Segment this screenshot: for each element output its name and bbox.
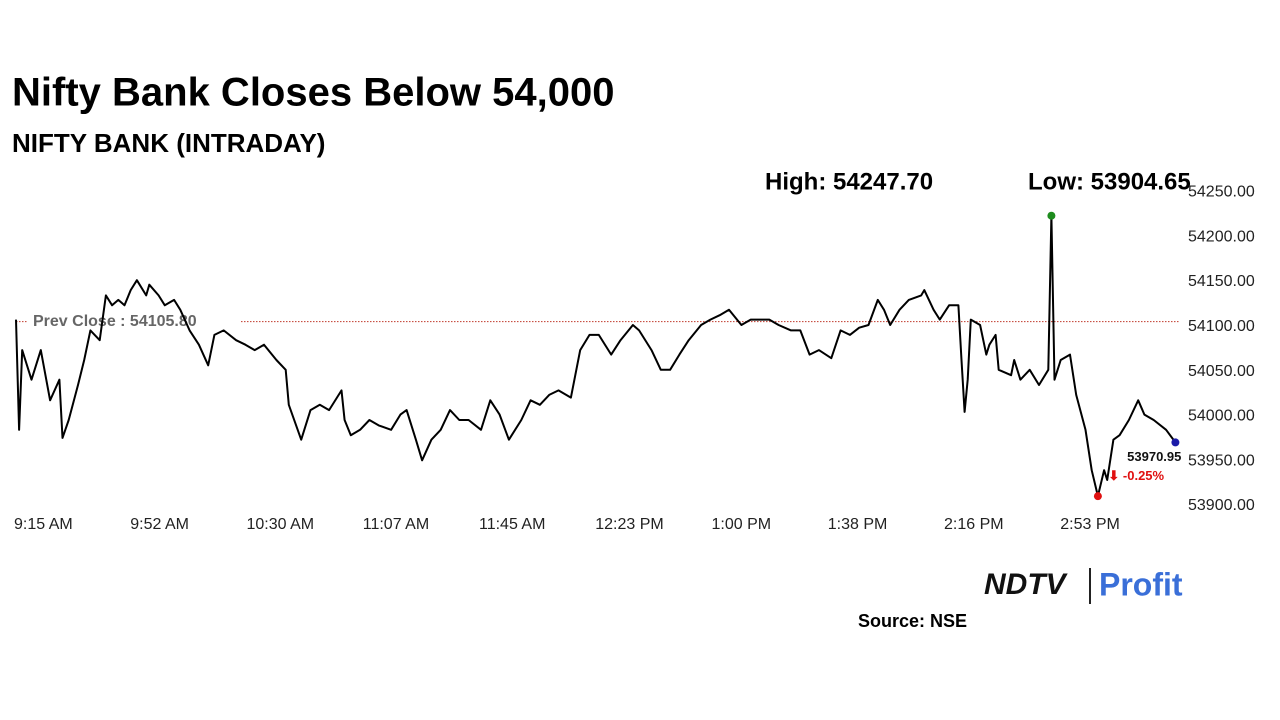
- x-tick-label: 9:52 AM: [130, 516, 189, 533]
- change-label: ⬇ -0.25%: [1108, 468, 1164, 483]
- y-tick-label: 53950.00: [1188, 452, 1255, 469]
- chart-subtitle: NIFTY BANK (INTRADAY): [12, 128, 325, 158]
- x-tick-label: 11:45 AM: [479, 516, 545, 533]
- source: Source: NSE: [858, 611, 967, 631]
- logo-right: Profit: [1099, 566, 1183, 602]
- y-tick-label: 54050.00: [1188, 363, 1255, 380]
- y-tick-label: 54000.00: [1188, 408, 1255, 425]
- chart-title: Nifty Bank Closes Below 54,000: [12, 71, 614, 115]
- prev-close-label: Prev Close : 54105.80: [33, 313, 197, 330]
- y-tick-label: 53900.00: [1188, 497, 1255, 514]
- x-tick-label: 1:38 PM: [828, 516, 888, 533]
- x-tick-label: 11:07 AM: [363, 516, 429, 533]
- x-tick-label: 9:15 AM: [14, 516, 73, 533]
- low-annotation: Low: 53904.65: [1028, 168, 1191, 195]
- x-tick-label: 1:00 PM: [712, 516, 772, 533]
- y-tick-label: 54100.00: [1188, 318, 1255, 335]
- high-marker: [1047, 211, 1056, 220]
- x-tick-label: 12:23 PM: [595, 516, 663, 533]
- y-tick-label: 54250.00: [1188, 184, 1255, 201]
- last-marker: [1171, 438, 1180, 447]
- y-tick-label: 54150.00: [1188, 273, 1255, 290]
- y-tick-label: 54200.00: [1188, 228, 1255, 245]
- x-tick-label: 2:53 PM: [1060, 516, 1120, 533]
- last-value-label: 53970.95: [1127, 449, 1181, 464]
- low-marker: [1093, 492, 1102, 501]
- x-tick-label: 2:16 PM: [944, 516, 1004, 533]
- logo-left: NDTV: [984, 568, 1069, 601]
- high-annotation: High: 54247.70: [765, 168, 933, 195]
- price-line: [15, 214, 1177, 498]
- x-tick-label: 10:30 AM: [247, 516, 315, 533]
